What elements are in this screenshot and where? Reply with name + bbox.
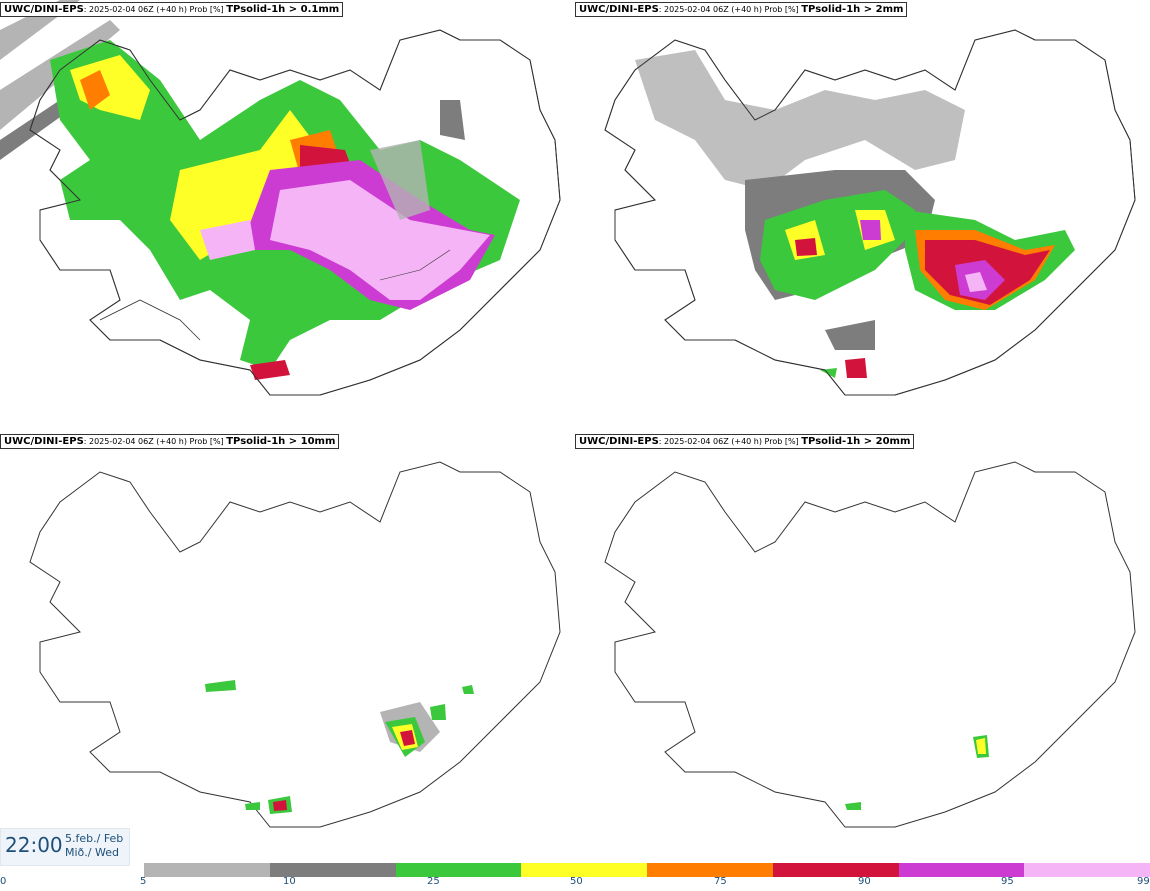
panel-title: UWC/DINI-EPS: 2025-02-04 06Z (+40 h) Pro… — [575, 434, 915, 449]
legend-color-0 — [144, 863, 270, 877]
legend-colorbar — [144, 863, 1150, 877]
date-line-2: Mið./ Wed — [65, 846, 119, 859]
legend-color-7 — [1024, 863, 1150, 877]
legend-tick: 50 — [570, 876, 583, 887]
legend-color-3 — [521, 863, 647, 877]
map-panel-0.1mm: UWC/DINI-EPS: 2025-02-04 06Z (+40 h) Pro… — [0, 0, 575, 432]
panel-title: UWC/DINI-EPS: 2025-02-04 06Z (+40 h) Pro… — [575, 2, 908, 17]
legend-tick: 75 — [714, 876, 727, 887]
probability-map — [29, 461, 561, 828]
valid-date: 5.feb./ Feb Mið./ Wed — [65, 832, 123, 860]
valid-time-box: 22:00 5.feb./ Feb Mið./ Wed — [0, 828, 130, 866]
legend-color-5 — [772, 863, 899, 877]
legend-color-1 — [269, 863, 396, 877]
legend-tick: 99 — [1137, 876, 1150, 887]
valid-time: 22:00 — [5, 833, 63, 857]
probability-map — [604, 461, 1136, 828]
legend-tick: 25 — [427, 876, 440, 887]
panel-title: UWC/DINI-EPS: 2025-02-04 06Z (+40 h) Pro… — [0, 2, 344, 17]
legend-tick: 90 — [858, 876, 871, 887]
legend-tick: 5 — [140, 876, 147, 887]
map-panel-2mm: UWC/DINI-EPS: 2025-02-04 06Z (+40 h) Pro… — [575, 0, 1150, 432]
legend-tick: 95 — [1001, 876, 1014, 887]
legend-color-4 — [647, 863, 773, 877]
legend-tick: 10 — [283, 876, 296, 887]
legend-tick: 0 — [0, 876, 7, 887]
panel-title: UWC/DINI-EPS: 2025-02-04 06Z (+40 h) Pro… — [0, 434, 340, 449]
probability-map — [604, 29, 1136, 396]
date-line-1: 5.feb./ Feb — [65, 832, 124, 845]
map-panel-20mm: UWC/DINI-EPS: 2025-02-04 06Z (+40 h) Pro… — [575, 432, 1150, 864]
legend-color-2 — [395, 863, 522, 877]
probability-map — [0, 0, 561, 396]
legend-color-6 — [898, 863, 1025, 877]
map-panel-10mm: UWC/DINI-EPS: 2025-02-04 06Z (+40 h) Pro… — [0, 432, 575, 864]
